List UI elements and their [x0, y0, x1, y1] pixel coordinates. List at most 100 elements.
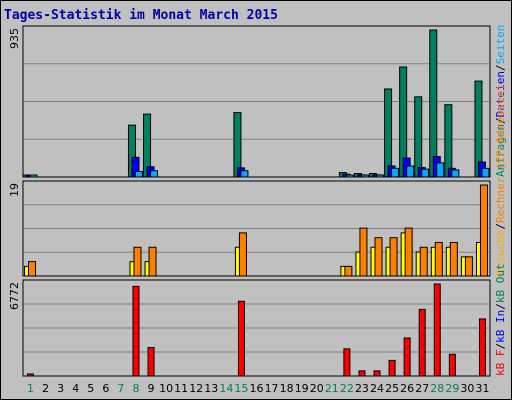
panel-frame-hosts	[22, 180, 491, 277]
x-tick-19: 19	[295, 382, 309, 395]
bar-hosts-s1-day-15	[238, 232, 247, 277]
bar-traffic-s0-day-28	[433, 283, 441, 377]
x-tick-16: 16	[250, 382, 264, 395]
bar-requests-s0-day-29	[444, 104, 453, 178]
bar-requests-s2-day-24	[376, 174, 385, 178]
bar-requests-s2-day-28	[436, 162, 445, 178]
x-tick-31: 31	[475, 382, 489, 395]
right-axis-label-top: Anfragen/Dateien/Seiten	[494, 25, 507, 177]
bar-hosts-s1-day-30	[464, 256, 473, 277]
bar-hosts-s1-day-25	[389, 237, 398, 277]
bar-requests-s2-day-29	[451, 169, 460, 178]
bar-traffic-s0-day-9	[147, 346, 155, 377]
x-tick-30: 30	[460, 382, 474, 395]
bar-hosts-s1-day-8	[133, 246, 142, 277]
x-tick-23: 23	[355, 382, 369, 395]
bar-traffic-s0-day-31	[478, 318, 486, 377]
right-axis-label-segment: Seiten	[494, 25, 507, 65]
panel-frame-requests	[22, 25, 491, 178]
bar-requests-s0-day-25	[384, 88, 393, 178]
x-tick-8: 8	[132, 382, 139, 395]
bar-traffic-s0-day-29	[448, 353, 456, 377]
right-axis-label-segment: /	[494, 343, 507, 350]
bar-requests-s0-day-15	[233, 112, 242, 178]
right-axis-label-bot: kB F/kB In/kB Out	[494, 263, 507, 376]
bar-hosts-s1-day-22	[344, 265, 353, 277]
x-tick-5: 5	[87, 382, 94, 395]
x-tick-29: 29	[445, 382, 459, 395]
x-tick-10: 10	[159, 382, 173, 395]
x-tick-22: 22	[340, 382, 354, 395]
x-tick-7: 7	[117, 382, 124, 395]
x-tick-2: 2	[42, 382, 49, 395]
x-tick-6: 6	[102, 382, 109, 395]
right-axis-label-segment: kB F	[494, 350, 507, 377]
bar-requests-s2-day-26	[406, 165, 415, 178]
bar-hosts-s1-day-28	[434, 241, 443, 277]
right-axis-label-segment: kB Out	[494, 263, 507, 303]
right-axis-label-segment: /	[494, 117, 507, 124]
bar-requests-s2-day-9	[150, 170, 159, 178]
x-tick-27: 27	[415, 382, 429, 395]
bar-traffic-s0-day-26	[403, 337, 411, 377]
bar-traffic-s0-day-15	[237, 300, 245, 377]
x-tick-14: 14	[219, 382, 233, 395]
bar-requests-s2-day-22	[345, 174, 354, 178]
bar-hosts-s1-day-31	[479, 184, 488, 277]
right-axis-label-segment: /	[494, 223, 507, 230]
bar-requests-s2-day-1	[29, 174, 38, 178]
x-tick-12: 12	[189, 382, 203, 395]
x-tick-4: 4	[72, 382, 79, 395]
bar-requests-s0-day-28	[429, 29, 438, 178]
bar-traffic-s0-day-1	[27, 373, 35, 377]
x-tick-15: 15	[234, 382, 248, 395]
bar-hosts-s1-day-9	[148, 246, 157, 277]
chart-title: Tages-Statistik im Monat March 2015	[4, 8, 278, 23]
right-axis-label-segment: Besuche	[494, 230, 507, 276]
panel-frame-traffic	[22, 279, 491, 377]
bar-hosts-s1-day-1	[28, 261, 37, 277]
bar-traffic-s0-day-8	[132, 285, 140, 377]
x-tick-21: 21	[325, 382, 339, 395]
bar-hosts-s1-day-23	[359, 227, 368, 277]
right-axis-label-segment: Anfragen	[494, 124, 507, 177]
x-tick-25: 25	[385, 382, 399, 395]
right-axis-label-segment: /	[494, 303, 507, 310]
x-tick-13: 13	[204, 382, 218, 395]
bar-requests-s2-day-23	[360, 174, 369, 178]
bar-traffic-s0-day-25	[388, 359, 396, 377]
x-tick-28: 28	[430, 382, 444, 395]
bar-requests-s2-day-25	[391, 167, 400, 178]
bar-traffic-s0-day-22	[343, 348, 351, 377]
bar-requests-s0-day-27	[414, 96, 423, 178]
x-tick-1: 1	[27, 382, 34, 395]
x-tick-9: 9	[148, 382, 155, 395]
bar-hosts-s1-day-24	[374, 237, 383, 277]
bar-hosts-s1-day-29	[449, 241, 458, 277]
x-tick-3: 3	[57, 382, 64, 395]
x-tick-20: 20	[310, 382, 324, 395]
x-tick-18: 18	[280, 382, 294, 395]
bar-requests-s2-day-8	[134, 170, 143, 178]
ymax-label-requests: 935	[8, 28, 21, 49]
bar-requests-s2-day-15	[240, 170, 249, 178]
ymax-label-hosts: 19	[8, 183, 21, 197]
bar-traffic-s0-day-27	[418, 308, 426, 377]
x-tick-17: 17	[265, 382, 279, 395]
bar-traffic-s0-day-23	[358, 370, 366, 377]
x-tick-26: 26	[400, 382, 414, 395]
bar-hosts-s1-day-26	[404, 227, 413, 277]
right-axis-label-segment: Rechner (IP-Adressen)	[494, 84, 507, 223]
ymax-label-traffic: 6772	[8, 282, 21, 310]
right-axis-label-segment: kB In	[494, 310, 507, 343]
right-axis-label-mid: Besuche/Rechner (IP-Adressen)	[494, 84, 507, 276]
x-tick-24: 24	[370, 382, 384, 395]
bar-traffic-s0-day-24	[373, 370, 381, 377]
bar-requests-s2-day-31	[481, 167, 490, 178]
right-axis-label-segment: /	[494, 64, 507, 71]
right-axis-label-segment: Dateien	[494, 71, 507, 117]
x-tick-11: 11	[174, 382, 188, 395]
bar-hosts-s1-day-27	[419, 246, 428, 277]
